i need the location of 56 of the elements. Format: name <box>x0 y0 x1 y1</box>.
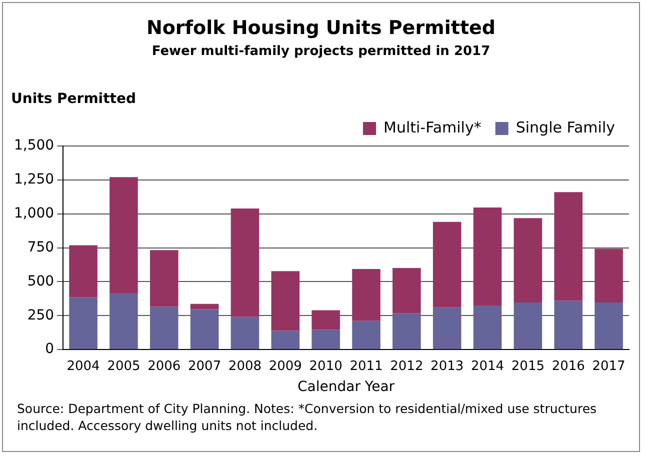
bar <box>230 208 260 317</box>
y-tick-label: 750 <box>27 239 54 256</box>
source-note: Source: Department of City Planning. Notes: *Conversion to residential/mixed use structures included. Accessory dwelling units not included. <box>17 400 598 434</box>
bar <box>150 306 178 350</box>
bar <box>271 330 300 350</box>
bar <box>271 271 300 331</box>
bar <box>594 248 623 302</box>
bar <box>312 330 340 350</box>
bar <box>190 309 219 350</box>
chart-subtitle: Fewer multi-family projects permitted in 2017 <box>150 44 492 59</box>
legend-label: Multi-Family* <box>384 118 482 136</box>
chart-title: Norfolk Housing Units Permitted <box>145 17 497 39</box>
bar <box>230 316 260 350</box>
bar <box>392 313 421 350</box>
x-tick-label: 2010 <box>309 358 342 374</box>
bar <box>110 293 138 350</box>
x-tick-label: 2011 <box>350 358 383 374</box>
bar <box>554 192 583 301</box>
x-tick-label: 2008 <box>228 358 262 374</box>
bar <box>69 245 98 298</box>
y-tick-label: 250 <box>27 307 54 324</box>
bar <box>594 302 623 350</box>
bar <box>432 307 462 350</box>
x-tick-label: 2014 <box>470 358 504 374</box>
bar <box>69 297 98 350</box>
x-tick-label: 2012 <box>390 358 424 374</box>
bar <box>110 177 138 293</box>
x-tick-label: 2013 <box>430 358 464 374</box>
x-tick-label: 2005 <box>107 358 140 374</box>
bar <box>473 207 502 306</box>
y-tick-label: 0 <box>45 341 54 358</box>
bar <box>432 222 462 308</box>
x-tick-label: 2006 <box>148 358 181 374</box>
x-tick-label: 2016 <box>552 358 585 374</box>
x-axis-title: Calendar Year <box>298 379 395 396</box>
x-tick-label: 2004 <box>66 358 100 374</box>
bar <box>352 320 380 350</box>
bar <box>150 250 178 307</box>
bar <box>312 310 340 330</box>
y-tick-label: 1,000 <box>14 206 54 222</box>
bar <box>392 268 421 314</box>
bar <box>514 302 542 350</box>
bar <box>473 305 502 350</box>
y-tick-label: 1,250 <box>14 172 54 188</box>
legend-label: Single Family <box>516 118 616 136</box>
bar <box>554 300 583 350</box>
y-tick-label: 1,500 <box>14 138 54 154</box>
bar <box>514 218 542 302</box>
x-tick-label: 2015 <box>511 358 544 374</box>
bar <box>190 304 219 310</box>
x-tick-label: 2017 <box>592 358 626 374</box>
bar <box>352 268 380 321</box>
x-tick-label: 2009 <box>268 358 302 374</box>
x-tick-label: 2007 <box>188 358 222 374</box>
y-axis-title: Units Permitted <box>11 91 136 107</box>
y-tick-label: 500 <box>27 273 54 290</box>
